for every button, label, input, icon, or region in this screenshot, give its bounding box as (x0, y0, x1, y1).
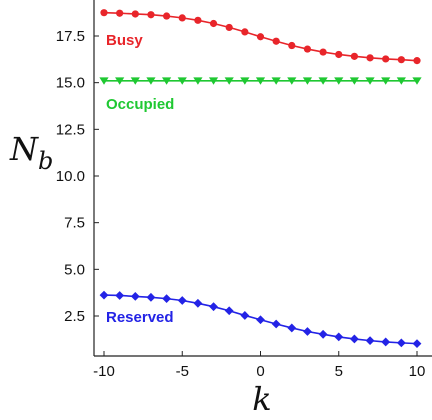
data-point-reserved (224, 306, 234, 316)
data-point-occupied (287, 77, 297, 85)
data-point-busy (397, 56, 405, 64)
data-point-reserved (334, 332, 344, 342)
data-point-reserved (177, 296, 187, 305)
series-labels: Busy Occupied Reserved (106, 32, 174, 326)
data-point-reserved (256, 315, 265, 325)
data-point-reserved (209, 302, 218, 312)
data-point-reserved (99, 290, 109, 300)
y-axis-title-subscript: b (38, 147, 53, 175)
data-point-reserved (271, 319, 281, 329)
series-lines (99, 9, 422, 349)
data-point-occupied (381, 77, 391, 85)
data-point-busy (303, 45, 312, 53)
data-point-busy (131, 10, 139, 18)
data-point-reserved (240, 311, 250, 320)
data-point-reserved (318, 329, 328, 339)
data-point-busy (194, 16, 202, 24)
data-point-busy (366, 54, 374, 62)
y-tick-label: 5.0 (64, 261, 85, 278)
series-label-occupied: Occupied (106, 96, 174, 113)
data-point-busy (147, 11, 155, 19)
y-axis-title: Nb (9, 130, 53, 175)
data-point-occupied (115, 77, 125, 85)
data-point-reserved (130, 292, 140, 301)
data-point-reserved (381, 337, 391, 347)
data-point-occupied (334, 77, 344, 85)
tick-marks: -10 -5 0 5 10 2.5 5.0 7.5 10.0 12.5 15.0 17.5 (56, 28, 426, 380)
data-point-reserved (146, 292, 156, 302)
series-label-busy: Busy (106, 32, 143, 49)
axes (93, 0, 432, 357)
series-occupied (99, 77, 422, 85)
y-tick-label: 12.5 (56, 121, 85, 138)
data-point-occupied (99, 77, 109, 85)
series-reserved (99, 290, 422, 349)
data-point-reserved (365, 336, 375, 346)
data-point-occupied (177, 77, 187, 85)
data-point-reserved (350, 334, 359, 344)
data-point-busy (335, 50, 343, 59)
data-point-reserved (115, 291, 125, 300)
data-point-occupied (365, 77, 375, 85)
x-tick-label: -5 (176, 363, 189, 380)
data-point-busy (288, 41, 296, 50)
data-point-busy (319, 48, 327, 56)
data-point-busy (272, 37, 280, 45)
data-point-occupied (255, 77, 266, 85)
x-tick-label: 0 (256, 363, 264, 380)
data-point-busy (382, 55, 390, 63)
data-point-busy (116, 9, 124, 17)
y-tick-label: 17.5 (56, 28, 85, 45)
data-point-busy (163, 12, 171, 20)
y-tick-label: 7.5 (64, 215, 85, 232)
data-point-busy (209, 19, 218, 28)
data-point-occupied (240, 77, 250, 85)
y-tick-label: 2.5 (64, 308, 85, 325)
data-point-occupied (208, 77, 219, 85)
series-busy (100, 9, 421, 65)
y-tick-label: 10.0 (56, 168, 85, 185)
x-axis-title: k (252, 380, 271, 418)
y-axis-title-main: N (9, 130, 39, 168)
x-tick-label: 10 (409, 363, 426, 380)
data-point-reserved (162, 294, 171, 304)
x-tick-label: -10 (93, 363, 115, 380)
data-point-busy (413, 57, 421, 65)
x-tick-label: 5 (335, 363, 343, 380)
data-point-occupied (302, 77, 313, 85)
data-point-reserved (412, 339, 422, 349)
data-point-busy (178, 14, 186, 22)
data-point-occupied (146, 77, 156, 85)
data-point-busy (100, 9, 108, 17)
data-point-busy (225, 23, 233, 32)
data-point-occupied (318, 77, 328, 85)
data-point-reserved (193, 298, 203, 308)
data-point-occupied (349, 77, 359, 85)
data-point-reserved (396, 338, 406, 348)
series-label-reserved: Reserved (106, 309, 174, 326)
y-tick-label: 15.0 (56, 75, 85, 92)
data-point-occupied (271, 77, 281, 85)
data-point-occupied (162, 77, 172, 85)
data-point-occupied (193, 77, 203, 85)
data-point-occupied (396, 77, 406, 85)
data-point-busy (241, 28, 249, 36)
data-point-busy (256, 33, 265, 41)
data-point-reserved (303, 327, 312, 336)
data-point-busy (350, 52, 358, 60)
data-point-reserved (287, 323, 297, 333)
data-point-occupied (224, 77, 234, 85)
data-point-occupied (412, 77, 422, 85)
data-point-occupied (130, 77, 140, 85)
